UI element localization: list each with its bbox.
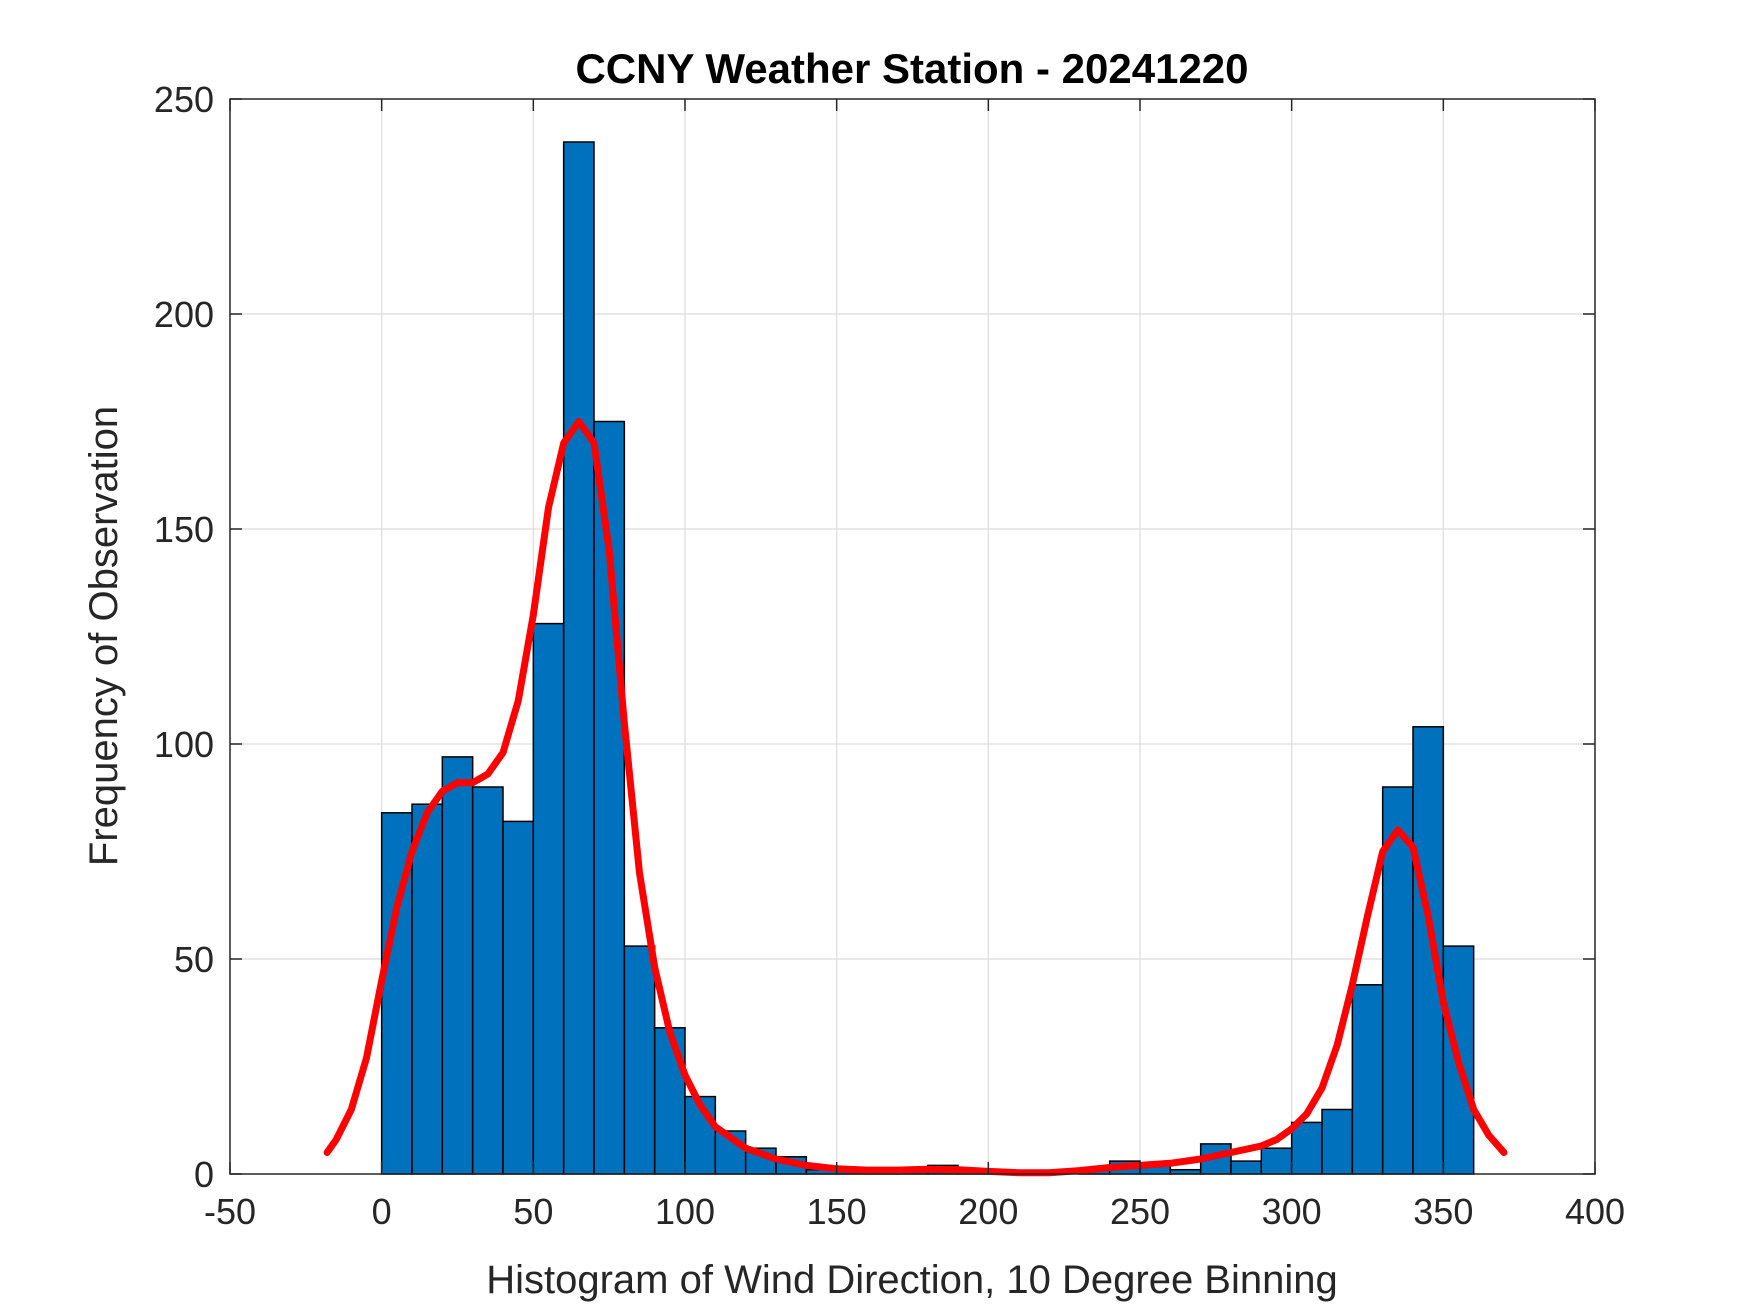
histogram-bar — [1260, 1147, 1293, 1175]
x-tick-label: 300 — [1262, 1191, 1322, 1232]
y-tick-label: 250 — [154, 79, 214, 120]
histogram-bar — [502, 820, 535, 1175]
histogram-bar — [1412, 726, 1445, 1175]
plot-frame — [229, 98, 1596, 1175]
histogram-bar — [1351, 984, 1384, 1175]
x-tick-label: 150 — [807, 1191, 867, 1232]
y-tick-label: 150 — [154, 509, 214, 550]
x-tick-label: 200 — [958, 1191, 1018, 1232]
histogram-bar — [1230, 1160, 1263, 1175]
y-tick-label: 100 — [154, 724, 214, 765]
y-axis-label: Frequency of Observation — [82, 406, 126, 866]
x-tick-label: 100 — [655, 1191, 715, 1232]
y-tick-label: 200 — [154, 294, 214, 335]
x-tick-labels: -50 0 50 100 150 200 250 300 350 400 — [204, 1191, 1625, 1232]
x-axis-label: Histogram of Wind Direction, 10 Degree B… — [486, 1258, 1338, 1302]
histogram-bar — [623, 945, 656, 1175]
chart-title: CCNY Weather Station - 20241220 — [575, 45, 1248, 92]
x-tick-label: 350 — [1413, 1191, 1473, 1232]
x-tick-label: 400 — [1565, 1191, 1625, 1232]
histogram-bar — [532, 622, 565, 1175]
histogram-bar — [562, 141, 595, 1175]
histogram-bars — [380, 141, 1475, 1175]
x-tick-label: 50 — [513, 1191, 553, 1232]
histogram-bar — [471, 786, 504, 1175]
histogram-bar — [653, 1027, 686, 1175]
y-tick-label: 0 — [194, 1154, 214, 1195]
x-tick-label: 250 — [1110, 1191, 1170, 1232]
y-tick-label: 50 — [174, 939, 214, 980]
x-tick-label: -50 — [204, 1191, 256, 1232]
histogram-bar — [411, 803, 444, 1175]
histogram-bar — [1290, 1121, 1323, 1175]
histogram-bar — [1321, 1108, 1354, 1175]
y-tick-labels: 0 50 100 150 200 250 — [154, 79, 214, 1195]
axis-ticks — [229, 98, 1596, 1175]
histogram-bar — [441, 756, 474, 1175]
x-tick-label: 0 — [372, 1191, 392, 1232]
